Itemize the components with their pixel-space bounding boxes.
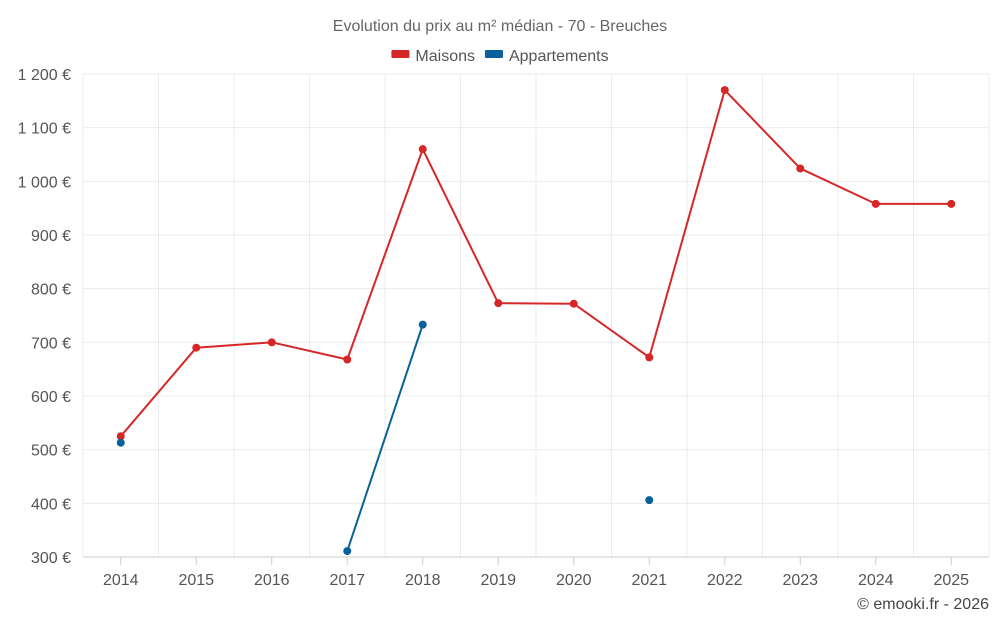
- legend-label: Maisons: [415, 48, 475, 65]
- chart-title: Evolution du prix au m² médian - 70 - Br…: [333, 18, 667, 35]
- x-tick-label: 2024: [858, 572, 894, 589]
- x-tick-label: 2022: [707, 572, 743, 589]
- series-line-appartements: [346, 324, 424, 552]
- data-point-maisons[interactable]: [796, 164, 805, 173]
- data-point-maisons[interactable]: [720, 86, 729, 95]
- x-axis: 2014 2015 2016 2017 2018 2019 2020 2021 2022 2023…: [83, 556, 989, 589]
- x-tick-label: 2019: [480, 572, 516, 589]
- grid: [82, 73, 990, 558]
- legend-swatch: [391, 50, 410, 58]
- x-tick-label: 2021: [631, 572, 667, 589]
- data-point-maisons[interactable]: [418, 145, 427, 154]
- series-appartements: [116, 320, 654, 556]
- legend-item-maisons[interactable]: Maisons: [391, 48, 475, 65]
- x-tick-label: 2015: [178, 572, 214, 589]
- series-line-maisons: [119, 89, 952, 437]
- data-point-appartements[interactable]: [343, 547, 352, 556]
- series-layer: [116, 86, 956, 556]
- data-point-maisons[interactable]: [494, 299, 503, 308]
- legend-label: Appartements: [509, 48, 609, 65]
- data-point-maisons[interactable]: [267, 338, 276, 347]
- x-tick-label: 2020: [556, 572, 592, 589]
- data-point-appartements[interactable]: [418, 320, 427, 329]
- y-tick-label: 900 €: [31, 228, 71, 245]
- data-point-maisons[interactable]: [343, 355, 352, 364]
- x-tick-label: 2023: [782, 572, 818, 589]
- data-point-maisons[interactable]: [569, 299, 578, 308]
- data-point-appartements[interactable]: [116, 438, 125, 447]
- y-tick-label: 600 €: [31, 389, 71, 406]
- x-tick-label: 2018: [405, 572, 441, 589]
- y-tick-label: 500 €: [31, 443, 71, 460]
- data-point-maisons[interactable]: [192, 343, 201, 352]
- data-point-maisons[interactable]: [947, 199, 956, 208]
- data-point-maisons[interactable]: [645, 353, 654, 362]
- credit-label: © emooki.fr - 2026: [857, 596, 989, 613]
- legend-swatch: [484, 50, 503, 58]
- y-tick-label: 400 €: [31, 496, 71, 513]
- y-tick-label: 800 €: [31, 282, 71, 299]
- y-tick-label: 1 200 €: [18, 67, 71, 84]
- y-axis: 300 € 400 € 500 € 600 € 700 € 800 € 900 € 1 000…: [18, 67, 71, 567]
- data-point-appartements[interactable]: [645, 496, 654, 505]
- legend-item-appartements[interactable]: Appartements: [484, 48, 609, 65]
- y-tick-label: 700 €: [31, 335, 71, 352]
- data-point-maisons[interactable]: [116, 432, 125, 441]
- x-tick-label: 2014: [103, 572, 139, 589]
- y-tick-label: 1 100 €: [18, 121, 71, 138]
- x-tick-label: 2025: [933, 572, 969, 589]
- data-point-maisons[interactable]: [871, 199, 880, 208]
- x-tick-label: 2017: [329, 572, 365, 589]
- y-tick-label: 300 €: [31, 550, 71, 567]
- legend: Maisons Appartements: [391, 48, 609, 65]
- series-maisons: [116, 86, 956, 441]
- x-tick-label: 2016: [254, 572, 290, 589]
- y-tick-label: 1 000 €: [18, 174, 71, 191]
